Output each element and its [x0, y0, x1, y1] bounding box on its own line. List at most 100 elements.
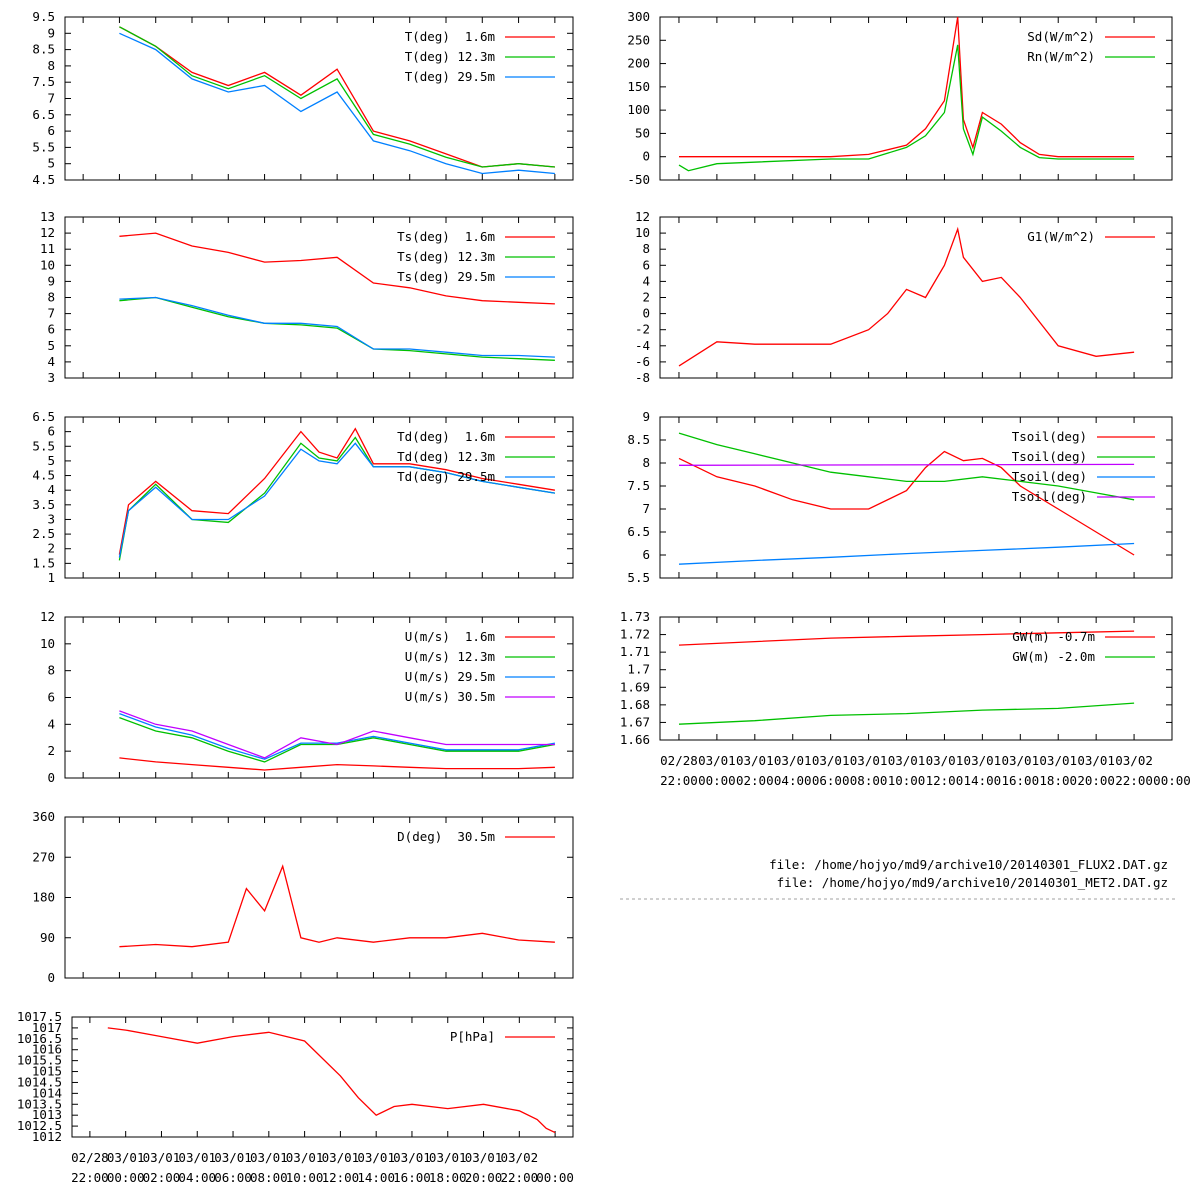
- y-tick-label-90: 90: [40, 930, 55, 945]
- x-tick-time-label: 08:00: [850, 773, 888, 788]
- legend-label-rad-1: Rn(W/m^2): [1027, 49, 1095, 64]
- y-tick-label-1-69: 1.69: [620, 679, 650, 694]
- x-tick-date-label: 02/28: [660, 753, 698, 768]
- x-tick-date-label: 03/01: [429, 1150, 467, 1165]
- legend-label-u-3: U(m/s) 30.5m: [405, 689, 495, 704]
- y-tick-label-1016: 1016: [32, 1042, 62, 1057]
- chart-p: 10121012.510131013.510141014.510151015.5…: [17, 1009, 574, 1185]
- y-tick-label-5: 5: [47, 156, 55, 171]
- y-tick-label-1012: 1012: [32, 1129, 62, 1144]
- y-tick-label--2: -2: [635, 322, 650, 337]
- x-tick-date-label: 03/01: [850, 753, 888, 768]
- y-tick-label-12: 12: [635, 209, 650, 224]
- y-tick-label-6-5: 6.5: [32, 409, 55, 424]
- y-tick-label-1013-5: 1013.5: [17, 1096, 62, 1111]
- x-tick-date-label: 03/01: [774, 753, 812, 768]
- x-tick-date-label: 03/01: [286, 1150, 324, 1165]
- y-tick-label-1-66: 1.66: [620, 732, 650, 747]
- x-tick-date-label: 03/01: [107, 1150, 145, 1165]
- y-tick-label-7: 7: [47, 306, 55, 321]
- legend-label-d-0: D(deg) 30.5m: [397, 829, 495, 844]
- series-line-p-0: [107, 1027, 556, 1134]
- series-line-tsoil-0: [678, 450, 1135, 556]
- y-tick-label-2: 2: [47, 541, 55, 556]
- y-tick-label-1: 1: [47, 570, 55, 585]
- legend-label-rad-0: Sd(W/m^2): [1027, 29, 1095, 44]
- series-line-td-2: [118, 442, 556, 558]
- y-tick-label-3-5: 3.5: [32, 497, 55, 512]
- y-tick-label-9: 9: [47, 25, 55, 40]
- legend-label-tsoil-3: Tsoil(deg): [1012, 489, 1087, 504]
- y-tick-label-6-5: 6.5: [627, 524, 650, 539]
- series-line-g1-0: [678, 226, 1135, 367]
- legend-label-tsoil-1: Tsoil(deg): [1012, 449, 1087, 464]
- x-tick-date-label: 03/01: [698, 753, 736, 768]
- legend-label-gw-1: GW(m) -2.0m: [1012, 649, 1095, 664]
- legend-label-p-0: P[hPa]: [450, 1029, 495, 1044]
- x-tick-date-label: 03/01: [812, 753, 850, 768]
- series-line-gw-0: [678, 630, 1135, 646]
- y-tick-label-4: 4: [47, 482, 55, 497]
- x-tick-time-label: 00:00: [107, 1170, 145, 1185]
- x-tick-date-label: 03/01: [1039, 753, 1077, 768]
- series-line-u-2: [119, 712, 556, 760]
- x-tick-date-label: 03/02: [1115, 753, 1153, 768]
- series-line-rad-1: [678, 44, 1135, 172]
- series-line-tsoil-3: [678, 463, 1135, 466]
- x-tick-time-label: 20:00: [1077, 773, 1115, 788]
- chart-rad: -50 0 50 100 150 200 250 300 Sd(W/m^2) Rn(W/m^2): [627, 9, 1173, 187]
- x-tick-time-label: 02:00: [736, 773, 774, 788]
- y-tick-label-8: 8: [47, 290, 55, 305]
- plot-frame: [64, 616, 574, 779]
- x-tick-date-label: 03/01: [322, 1150, 360, 1165]
- y-tick-label-5-5: 5.5: [627, 570, 650, 585]
- y-tick-label-9: 9: [47, 273, 55, 288]
- legend-label-gw-0: GW(m) -0.7m: [1012, 629, 1095, 644]
- y-tick-label-6: 6: [47, 690, 55, 705]
- y-tick-label-1017-5: 1017.5: [17, 1009, 62, 1024]
- y-tick-label-2: 2: [47, 743, 55, 758]
- y-tick-label-1014-5: 1014.5: [17, 1074, 62, 1089]
- legend-label-t-2: T(deg) 29.5m: [405, 69, 495, 84]
- x-tick-time-label: 00:00: [698, 773, 736, 788]
- y-tick-label-1-68: 1.68: [620, 697, 650, 712]
- y-tick-label-1-73: 1.73: [620, 609, 650, 624]
- x-tick-time-label: 16:00: [393, 1170, 431, 1185]
- chart-td: 11.522.533.544.555.566.5 Td(deg) 1.6m Td(d…: [32, 409, 574, 585]
- y-tick-label-1017: 1017: [32, 1020, 62, 1035]
- y-tick-label-9: 9: [642, 409, 650, 424]
- series-line-t-2: [119, 32, 555, 175]
- y-tick-label-4: 4: [642, 273, 650, 288]
- x-tick-time-label: 22:00: [660, 773, 698, 788]
- x-tick-date-label: 03/02: [501, 1150, 539, 1165]
- y-tick-label-1014: 1014: [32, 1085, 62, 1100]
- legend-label-u-1: U(m/s) 12.3m: [405, 649, 495, 664]
- y-tick-label-5: 5: [47, 338, 55, 353]
- chart-u: 0 2 4 6 8 10 12 U(m/s) 1.6m U(m/s) 12.3m U(m/s) 2…: [40, 609, 574, 785]
- plot-frame: [659, 616, 1173, 741]
- y-tick-label-10: 10: [635, 225, 650, 240]
- x-tick-date-label: 03/01: [393, 1150, 431, 1165]
- legend-label-t-1: T(deg) 12.3m: [405, 49, 495, 64]
- y-tick-label-6-5: 6.5: [32, 107, 55, 122]
- plot-frame: [64, 416, 574, 579]
- y-tick-label-11: 11: [40, 241, 55, 256]
- chart-tsoil: 5.5 6 6.5 7 7.5 8 8.5 9 Tsoil(deg) Tsoil(deg) Tsoi…: [627, 409, 1173, 585]
- x-tick-time-label: 16:00: [1001, 773, 1039, 788]
- series-line-d-0: [119, 864, 555, 948]
- y-tick-label-12: 12: [40, 225, 55, 240]
- x-tick-time-label: 12:00: [322, 1170, 360, 1185]
- x-tick-time-label: 04:00: [178, 1170, 216, 1185]
- y-tick-label-250: 250: [627, 32, 650, 47]
- y-tick-label--50: -50: [627, 172, 650, 187]
- x-tick-date-label: 03/01: [357, 1150, 395, 1165]
- plot-frame: [64, 16, 574, 181]
- y-tick-label-3: 3: [47, 511, 55, 526]
- plot-frame: [659, 16, 1173, 181]
- series-line-u-1: [119, 716, 556, 763]
- y-tick-label-3: 3: [47, 370, 55, 385]
- y-tick-label-4: 4: [47, 354, 55, 369]
- x-tick-date-label: 03/01: [178, 1150, 216, 1165]
